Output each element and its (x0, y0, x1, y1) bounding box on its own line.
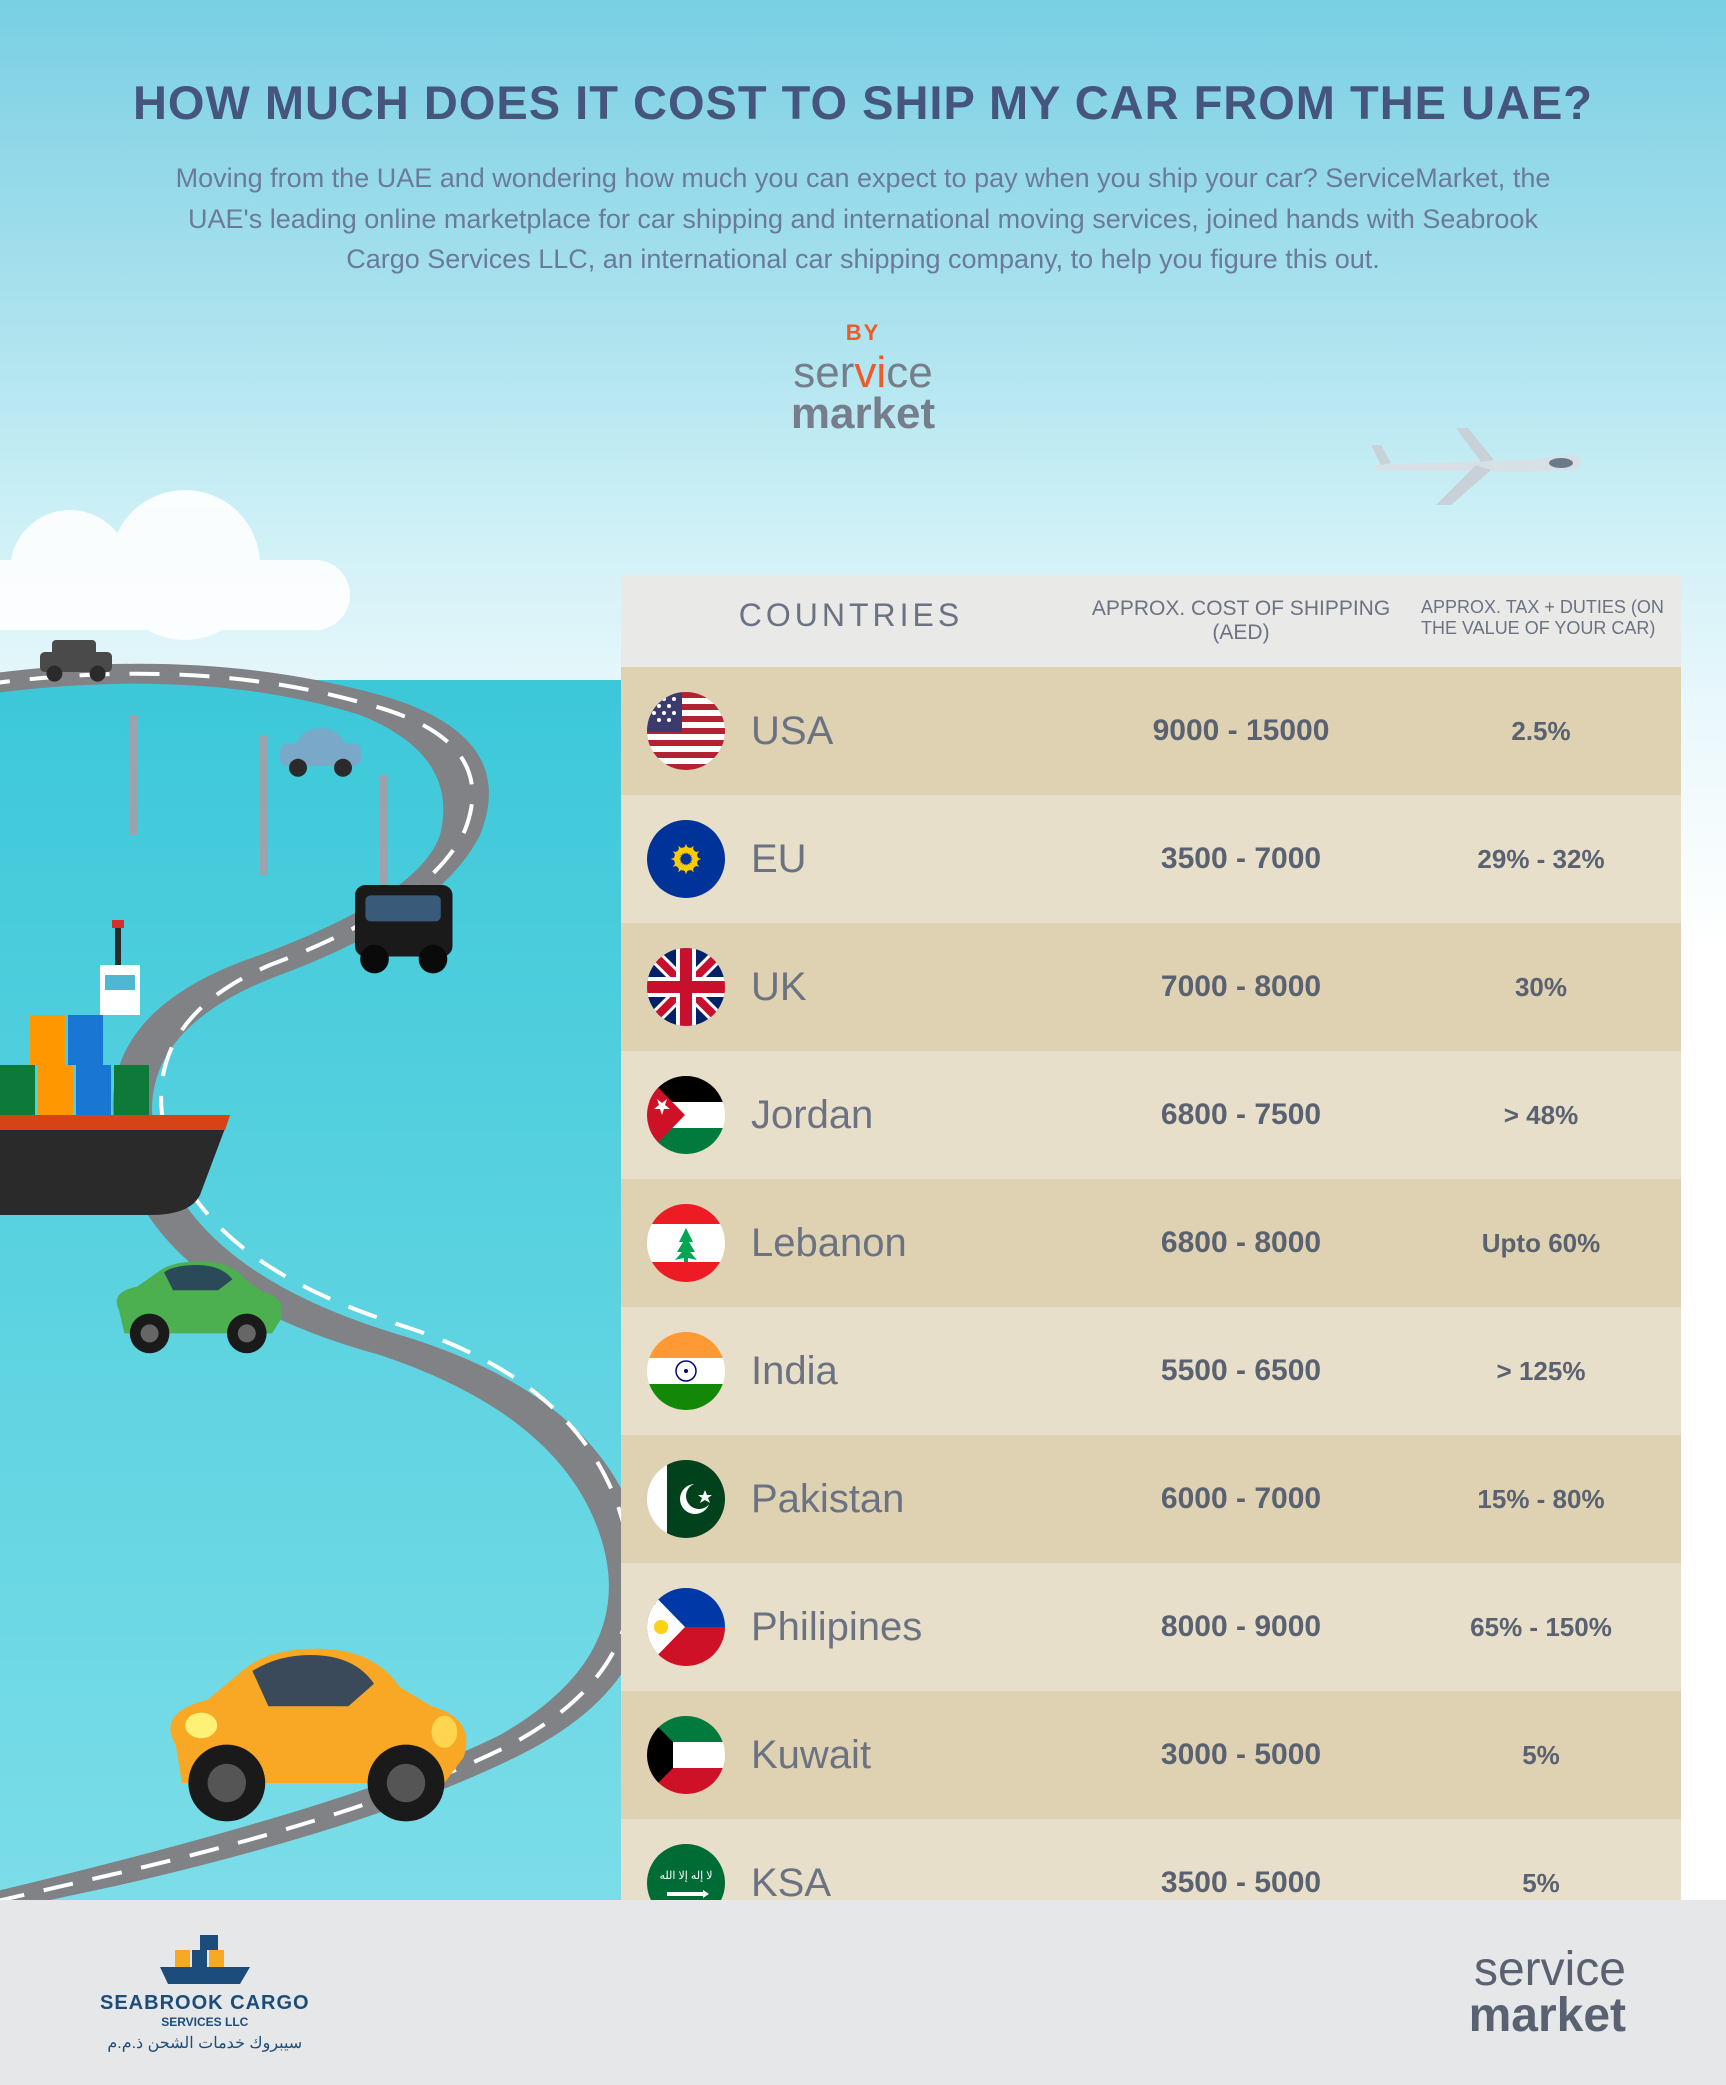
flag-cell (621, 820, 751, 898)
country-name: Jordan (751, 1093, 1081, 1138)
tax-duties: 5% (1401, 1868, 1681, 1899)
table-row: Pakistan6000 - 700015% - 80% (621, 1435, 1681, 1563)
seabrook-name: SEABROOK CARGO (100, 1992, 310, 2015)
tax-duties: > 125% (1401, 1356, 1681, 1387)
byline: BY service market (0, 320, 1726, 436)
table-row: Kuwait3000 - 50005% (621, 1691, 1681, 1819)
flag-india-icon (647, 1332, 725, 1410)
tax-duties: 65% - 150% (1401, 1612, 1681, 1643)
country-name: Philipines (751, 1605, 1081, 1650)
footer-servicemarket-logo: service market (1469, 1947, 1626, 2038)
flag-cell (621, 948, 751, 1026)
tax-duties: 15% - 80% (1401, 1484, 1681, 1515)
road-illustration (0, 635, 720, 1905)
header-cost: APPROX. COST OF SHIPPING (AED) (1081, 575, 1401, 667)
shipping-cost: 3000 - 5000 (1081, 1738, 1401, 1772)
flag-philippines-icon (647, 1588, 725, 1666)
page-subtitle: Moving from the UAE and wondering how mu… (173, 158, 1553, 280)
country-name: India (751, 1349, 1081, 1394)
airplane-icon (1366, 420, 1586, 510)
table-row: Jordan6800 - 7500> 48% (621, 1051, 1681, 1179)
table-row: India5500 - 6500> 125% (621, 1307, 1681, 1435)
flag-cell (621, 1076, 751, 1154)
country-name: KSA (751, 1861, 1081, 1906)
shipping-cost: 6800 - 7500 (1081, 1098, 1401, 1132)
tax-duties: 5% (1401, 1740, 1681, 1771)
country-name: Lebanon (751, 1221, 1081, 1266)
flag-cell (621, 1716, 751, 1794)
flag-cell (621, 1332, 751, 1410)
table-row: USA9000 - 150002.5% (621, 667, 1681, 795)
flag-eu-icon (647, 820, 725, 898)
flag-cell (621, 1588, 751, 1666)
header-tax: APPROX. TAX + DUTIES (ON THE VALUE OF YO… (1401, 575, 1681, 667)
flag-usa-icon (647, 692, 725, 770)
shipping-cost: 7000 - 8000 (1081, 970, 1401, 1004)
country-name: USA (751, 709, 1081, 754)
flag-cell (621, 692, 751, 770)
seabrook-sub: SERVICES LLC (100, 2015, 310, 2029)
seabrook-ship-icon (150, 1932, 260, 1987)
shipping-cost: 6000 - 7000 (1081, 1482, 1401, 1516)
seabrook-logo: SEABROOK CARGO SERVICES LLC سيبروك خدمات… (100, 1932, 310, 2053)
flag-lebanon-icon (647, 1204, 725, 1282)
country-name: UK (751, 965, 1081, 1010)
shipping-cost: 8000 - 9000 (1081, 1610, 1401, 1644)
shipping-cost: 6800 - 8000 (1081, 1226, 1401, 1260)
tax-duties: 2.5% (1401, 716, 1681, 747)
country-name: Kuwait (751, 1733, 1081, 1778)
page-title: HOW MUCH DOES IT COST TO SHIP MY CAR FRO… (120, 75, 1606, 130)
header-section: HOW MUCH DOES IT COST TO SHIP MY CAR FRO… (0, 0, 1726, 280)
country-name: EU (751, 837, 1081, 882)
flag-cell (621, 1460, 751, 1538)
shipping-cost: 9000 - 15000 (1081, 714, 1401, 748)
tax-duties: > 48% (1401, 1100, 1681, 1131)
flag-pakistan-icon (647, 1460, 725, 1538)
country-name: Pakistan (751, 1477, 1081, 1522)
footer: SEABROOK CARGO SERVICES LLC سيبروك خدمات… (0, 1900, 1726, 2085)
shipping-cost: 3500 - 5000 (1081, 1866, 1401, 1900)
tax-duties: Upto 60% (1401, 1228, 1681, 1259)
cloud-decoration (0, 560, 350, 630)
tax-duties: 29% - 32% (1401, 844, 1681, 875)
flag-kuwait-icon (647, 1716, 725, 1794)
tax-duties: 30% (1401, 972, 1681, 1003)
table-row: Lebanon6800 - 8000Upto 60% (621, 1179, 1681, 1307)
table-header-row: COUNTRIES APPROX. COST OF SHIPPING (AED)… (621, 575, 1681, 667)
svg-text:لا إله إلا الله: لا إله إلا الله (659, 1870, 712, 1882)
table-row: UK7000 - 800030% (621, 923, 1681, 1051)
flag-uk-icon (647, 948, 725, 1026)
table-row: Philipines8000 - 900065% - 150% (621, 1563, 1681, 1691)
cost-table: COUNTRIES APPROX. COST OF SHIPPING (AED)… (621, 575, 1681, 1947)
shipping-cost: 5500 - 6500 (1081, 1354, 1401, 1388)
shipping-cost: 3500 - 7000 (1081, 842, 1401, 876)
flag-cell (621, 1204, 751, 1282)
header-countries: COUNTRIES (621, 575, 1081, 667)
by-label: BY (0, 320, 1726, 346)
seabrook-arabic: سيبروك خدمات الشحن ذ.م.م (100, 2033, 310, 2053)
table-row: EU3500 - 700029% - 32% (621, 795, 1681, 923)
flag-jordan-icon (647, 1076, 725, 1154)
